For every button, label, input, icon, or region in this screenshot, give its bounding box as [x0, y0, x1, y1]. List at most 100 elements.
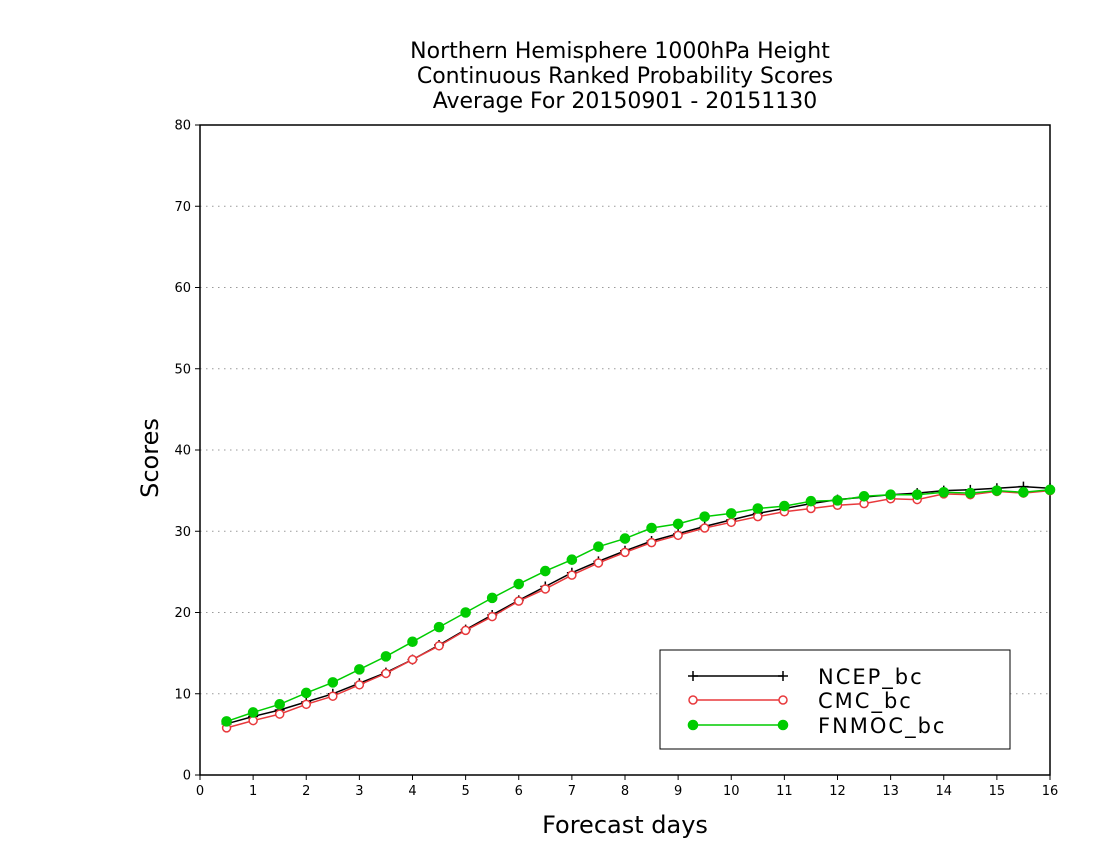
- y-tick-label: 70: [174, 200, 191, 215]
- data-point-cmc-bc: [434, 641, 444, 651]
- data-point-fnmoc-bc: [513, 578, 525, 590]
- data-point-fnmoc-bc: [885, 489, 896, 500]
- data-point-fnmoc-bc: [1018, 486, 1029, 498]
- data-point-cmc-bc: [381, 668, 391, 679]
- x-tick-label: 16: [1042, 784, 1059, 799]
- y-tick-label: 50: [174, 362, 191, 377]
- gridlines: [200, 205, 1050, 695]
- x-tick-label: 14: [935, 784, 952, 799]
- y-tick-label: 30: [174, 525, 191, 540]
- x-tick-label: 12: [829, 784, 846, 799]
- x-tick-label: 9: [674, 784, 682, 799]
- x-tick-label: 6: [515, 784, 523, 799]
- x-tick-label: 10: [723, 784, 740, 799]
- data-point-fnmoc-bc: [433, 621, 445, 633]
- series-fnmoc-bc: [221, 484, 1056, 727]
- x-tick-label: 2: [302, 784, 310, 799]
- y-tick-label: 10: [174, 687, 191, 702]
- title-line-1: Northern Hemisphere 1000hPa Height: [410, 39, 830, 64]
- y-tick-label: 0: [183, 769, 191, 784]
- y-tick-label: 20: [174, 606, 191, 621]
- data-point-cmc-bc: [354, 680, 365, 690]
- y-tick-label: 40: [174, 444, 191, 459]
- data-point-cmc-bc: [646, 537, 657, 548]
- data-point-fnmoc-bc: [354, 664, 365, 675]
- chart-title: Northern Hemisphere 1000hPa Height Conti…: [410, 39, 833, 114]
- data-point-fnmoc-bc: [805, 495, 817, 507]
- x-tick-label: 3: [355, 784, 363, 799]
- data-point-cmc-bc: [248, 715, 258, 726]
- x-tick-label: 4: [408, 784, 416, 799]
- x-tick-label: 0: [196, 784, 204, 799]
- data-point-fnmoc-bc: [672, 518, 684, 530]
- data-point-fnmoc-bc: [380, 651, 392, 662]
- data-point-cmc-bc: [540, 584, 551, 594]
- y-tick-label: 60: [174, 281, 191, 296]
- title-line-3: Average For 20150901 - 20151130: [433, 89, 818, 114]
- data-point-cmc-bc: [699, 523, 710, 533]
- data-point-fnmoc-bc: [619, 533, 631, 544]
- data-point-fnmoc-bc: [938, 486, 950, 498]
- legend-label-ncep-bc: NCEP_bc: [818, 665, 924, 690]
- data-point-fnmoc-bc: [460, 607, 471, 618]
- data-point-fnmoc-bc: [752, 503, 764, 514]
- legend-marker-ncep-bc: [688, 671, 698, 681]
- title-line-2: Continuous Ranked Probability Scores: [417, 64, 833, 89]
- data-point-fnmoc-bc: [566, 554, 578, 565]
- data-point-fnmoc-bc: [725, 508, 737, 519]
- data-point-cmc-bc: [593, 558, 604, 568]
- data-point-fnmoc-bc: [646, 522, 657, 534]
- data-point-cmc-bc: [407, 654, 418, 665]
- data-point-fnmoc-bc: [486, 592, 498, 604]
- data-point-cmc-bc: [328, 691, 338, 701]
- legend-label-fnmoc-bc: FNMOC_bc: [818, 714, 946, 739]
- data-point-cmc-bc: [620, 547, 630, 558]
- data-point-cmc-bc: [753, 511, 763, 522]
- data-point-cmc-bc: [274, 709, 285, 719]
- legend-marker-cmc-bc: [778, 695, 788, 705]
- data-point-cmc-bc: [726, 517, 736, 528]
- data-point-fnmoc-bc: [832, 495, 843, 506]
- y-tick-label: 80: [174, 119, 191, 134]
- y-axis-label: Scores: [136, 418, 164, 498]
- x-tick-label: 5: [461, 784, 469, 799]
- x-tick-label: 13: [882, 784, 899, 799]
- legend-marker-fnmoc-bc: [687, 719, 699, 731]
- data-point-fnmoc-bc: [699, 511, 710, 522]
- data-point-cmc-bc: [487, 611, 497, 622]
- data-point-fnmoc-bc: [221, 716, 232, 727]
- data-point-fnmoc-bc: [540, 565, 551, 577]
- data-point-cmc-bc: [673, 530, 683, 541]
- legend-label-cmc-bc: CMC_bc: [818, 689, 913, 714]
- data-point-cmc-bc: [567, 570, 577, 580]
- data-point-fnmoc-bc: [327, 677, 339, 688]
- x-tick-label: 7: [568, 784, 576, 799]
- data-point-fnmoc-bc: [779, 500, 790, 512]
- x-tick-label: 11: [776, 784, 793, 799]
- data-point-fnmoc-bc: [274, 699, 285, 710]
- legend-marker-cmc-bc: [688, 695, 698, 705]
- legend-marker-ncep-bc: [778, 671, 788, 681]
- series-layer: [221, 481, 1056, 733]
- data-point-fnmoc-bc: [247, 707, 259, 718]
- data-point-fnmoc-bc: [965, 487, 976, 499]
- data-point-cmc-bc: [301, 699, 311, 710]
- data-point-fnmoc-bc: [991, 485, 1003, 496]
- data-point-fnmoc-bc: [407, 636, 418, 648]
- data-point-fnmoc-bc: [300, 687, 312, 699]
- legend-marker-fnmoc-bc: [777, 719, 789, 731]
- data-point-cmc-bc: [460, 625, 471, 636]
- data-point-fnmoc-bc: [911, 489, 923, 500]
- x-tick-label: 8: [621, 784, 629, 799]
- data-point-fnmoc-bc: [858, 491, 870, 502]
- data-point-fnmoc-bc: [593, 541, 604, 552]
- x-tick-label: 15: [989, 784, 1006, 799]
- data-point-cmc-bc: [514, 596, 524, 606]
- data-point-fnmoc-bc: [1044, 484, 1056, 496]
- x-tick-label: 1: [249, 784, 257, 799]
- x-axis-label: Forecast days: [542, 811, 708, 839]
